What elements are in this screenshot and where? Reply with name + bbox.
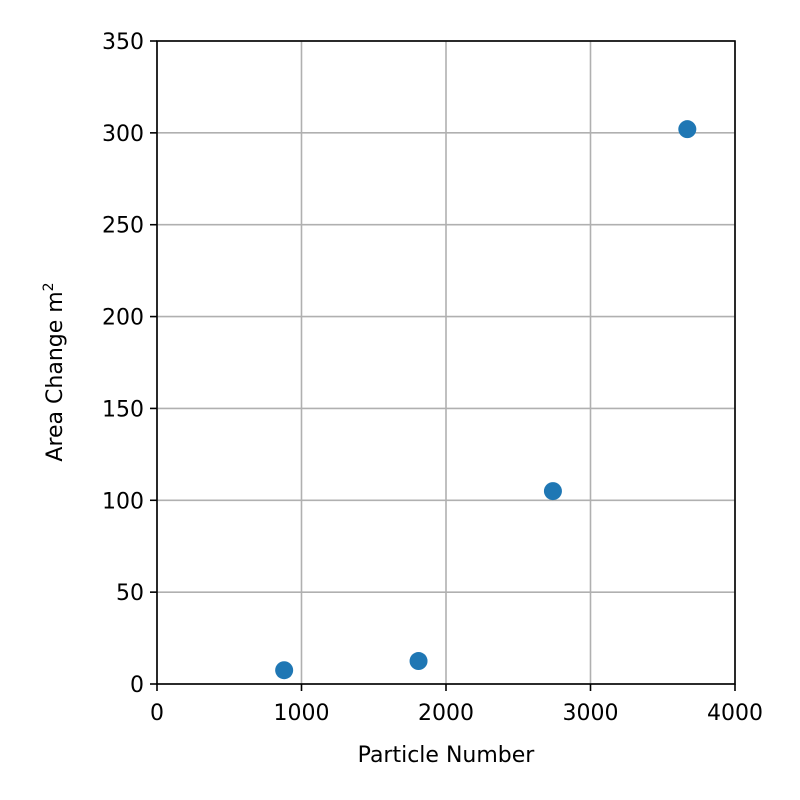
- y-tick-label: 200: [102, 306, 144, 331]
- y-tick-label: 50: [116, 581, 144, 606]
- data-point: [409, 652, 428, 671]
- y-tick-label: 100: [102, 489, 144, 514]
- y-axis-label-text: Area Change m: [43, 291, 68, 461]
- x-tick-label: 2000: [418, 701, 474, 726]
- data-point: [678, 120, 697, 139]
- x-tick-label: 4000: [707, 701, 763, 726]
- y-tick-label: 350: [102, 30, 144, 55]
- data-point: [543, 482, 562, 501]
- grid: [156, 40, 736, 685]
- axis-ticks: 0 1000 2000 3000 4000 0 50 100 150 200 250 300 350: [102, 30, 763, 726]
- x-axis-label: Particle Number: [358, 743, 536, 768]
- y-tick-label: 150: [102, 397, 144, 422]
- data-points: [275, 120, 697, 680]
- y-tick-label: 0: [130, 673, 144, 698]
- y-tick-label: 300: [102, 122, 144, 147]
- data-point: [275, 661, 294, 680]
- x-tick-label: 0: [150, 701, 164, 726]
- x-tick-label: 3000: [563, 701, 619, 726]
- y-axis-label-superscript: 2: [41, 282, 57, 291]
- y-axis-label: Area Change m2: [41, 282, 68, 461]
- x-tick-label: 1000: [274, 701, 330, 726]
- y-tick-label: 250: [102, 214, 144, 239]
